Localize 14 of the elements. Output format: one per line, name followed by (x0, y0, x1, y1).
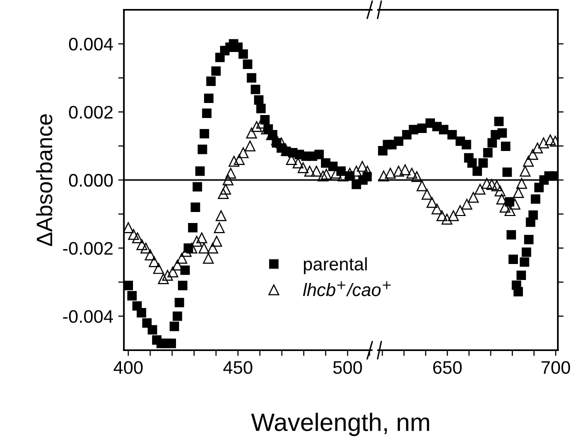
x-tick-label: 500 (333, 361, 362, 374)
y-tick-label: -0.004 (63, 310, 113, 323)
y-tick-label: 0.004 (69, 38, 113, 51)
y-tick-label: -0.002 (63, 242, 113, 255)
y-tick-label: 0.002 (69, 106, 113, 119)
legend-label: lhcb$^{+}$/cao$^{+}$ (303, 281, 391, 296)
y-axis-title: ΔAbsorbance (36, 114, 52, 246)
x-axis-title: Wavelength, nm (251, 412, 430, 436)
x-tick-label: 650 (433, 361, 462, 374)
x-tick-label: 700 (542, 361, 570, 374)
x-tick-label: 400 (114, 361, 143, 374)
y-tick-label: 0.000 (69, 174, 113, 187)
legend-label: parental (304, 257, 367, 274)
x-tick-label: 450 (223, 361, 252, 374)
